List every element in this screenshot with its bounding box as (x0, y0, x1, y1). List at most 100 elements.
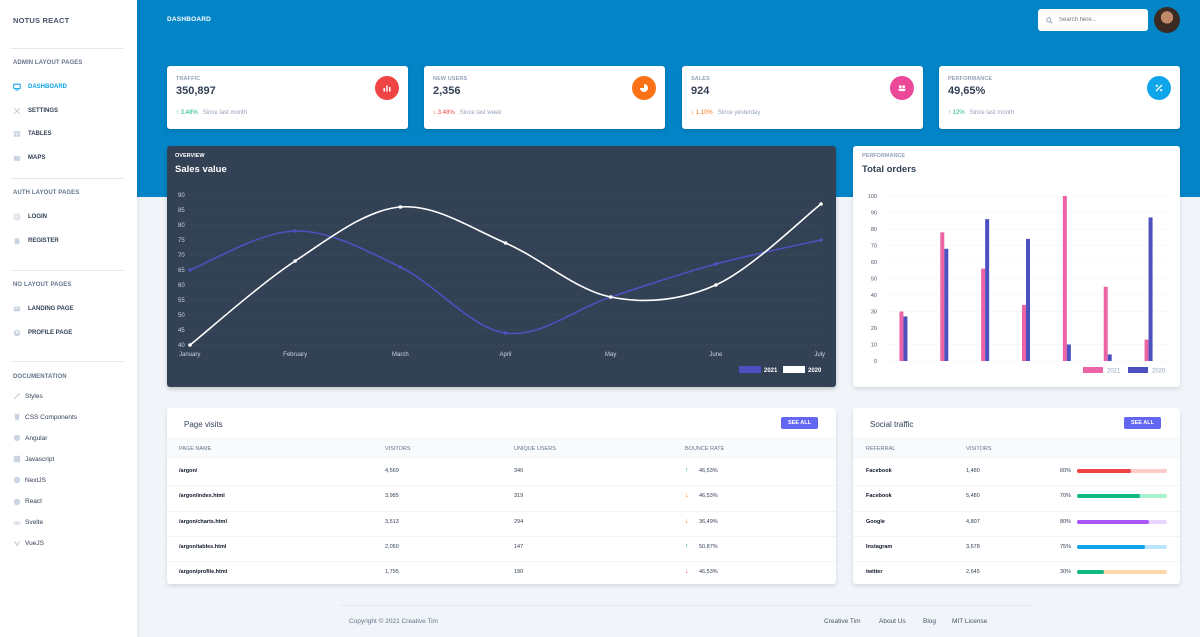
stat-change: ↓ 1.10% (691, 110, 713, 116)
stat-card-new-users: NEW USERS 2,356 ↓ 3.48% Since last week (424, 66, 665, 129)
sidebar-item-label: SETTINGS (28, 107, 59, 114)
sidebar-item-label: LANDING PAGE (28, 306, 74, 312)
sidebar-item-label: PROFILE PAGE (28, 329, 73, 336)
arrow-down-icon: ↓ (691, 110, 696, 116)
sidebar-item-landing-page[interactable]: LANDING PAGE (13, 303, 74, 315)
sidebar-item-register[interactable]: REGISTER (13, 235, 59, 247)
sidebar-item-maps[interactable]: MAPS (13, 152, 45, 164)
sidebar-item-css-components[interactable]: CSS Components (13, 411, 77, 423)
stat-change-value: 3.48% (437, 110, 455, 116)
section-heading-auth: AUTH LAYOUT PAGES (13, 190, 80, 196)
bounce-rate-value: 50,87% (699, 543, 718, 550)
x-tick-label: May (605, 352, 616, 358)
sidebar-item-angular[interactable]: Angular (13, 432, 47, 444)
chart-pie-icon (632, 76, 656, 100)
legend-swatch (739, 366, 761, 373)
page-name[interactable]: /argon/index.html (179, 493, 225, 500)
row-divider (167, 535, 836, 537)
bar-2021 (1022, 304, 1026, 361)
see-all-button[interactable]: SEE ALL (780, 417, 818, 429)
stat-card-performance: PERFORMANCE 49,65% ↑ 12% Since last month (939, 66, 1180, 129)
unique-users-value: 319 (514, 493, 524, 500)
sidebar-item-react[interactable]: React (13, 496, 42, 508)
bounce-rate-value: 46,53% (699, 493, 718, 500)
section-heading-admin: ADMIN LAYOUT PAGES (13, 60, 83, 66)
search-input[interactable] (1059, 17, 1139, 23)
percent-icon (1147, 76, 1171, 100)
bounce-rate-value: 46,53% (699, 569, 718, 576)
bounce-rate-value: 36,49% (699, 518, 718, 525)
stat-value: 924 (691, 85, 710, 97)
legend-label: 2021 (1107, 369, 1121, 375)
stat-footer: ↓ 3.48% Since last week (433, 110, 501, 116)
visitors-value: 1,480 (966, 468, 980, 474)
stat-since: Since last month (202, 110, 248, 116)
x-tick-label: June (709, 352, 723, 358)
section-heading-docs: DOCUMENTATION (13, 374, 67, 380)
arrow-down-icon: ↓ (685, 568, 689, 576)
referral-name[interactable]: twitter (866, 569, 883, 576)
divider (11, 270, 124, 271)
arrow-up-icon: ↑ (948, 110, 953, 116)
page-name[interactable]: /argon/charts.html (179, 518, 227, 525)
stat-change-value: 3.48% (180, 110, 198, 116)
column-header: BOUNCE RATE (685, 446, 725, 452)
bar-2021 (981, 268, 986, 361)
table-header (853, 438, 1180, 458)
sidebar-item-profile-page[interactable]: PROFILE PAGE (13, 327, 72, 339)
sidebar-item-label: TABLES (28, 131, 52, 137)
referral-name[interactable]: Facebook (866, 493, 892, 500)
page-title[interactable]: DASHBOARD (167, 16, 212, 23)
row-divider (853, 510, 1180, 512)
users-icon (890, 76, 914, 100)
page-name[interactable]: /argon/ (179, 468, 198, 474)
stat-label: SALES (691, 76, 710, 82)
visitors-value: 1,795 (385, 569, 399, 576)
sidebar-item-styles[interactable]: Styles (13, 390, 43, 402)
see-all-button[interactable]: SEE ALL (1123, 417, 1161, 429)
sidebar-item-label: Svelte (25, 519, 44, 527)
section-heading-nolayout: NO LAYOUT PAGES (13, 282, 72, 288)
card-title: Sales value (175, 164, 227, 175)
referral-name[interactable]: Facebook (866, 468, 892, 474)
unique-users-value: 190 (514, 569, 524, 576)
sidebar-item-login[interactable]: LOGIN (13, 211, 47, 223)
stat-footer: ↑ 3.48% Since last month (176, 110, 247, 116)
sidebar-item-javascript[interactable]: Javascript (13, 453, 54, 465)
brand-logo[interactable]: NOTUS REACT (13, 16, 70, 25)
sidebar-item-vuejs[interactable]: VueJS (13, 538, 44, 550)
referral-name[interactable]: Google (866, 518, 885, 525)
paint-brush-icon (13, 392, 21, 400)
column-header: VISITORS (385, 446, 411, 452)
fingerprint-icon (13, 213, 21, 221)
y-tick-label: 30 (871, 310, 877, 316)
sidebar-item-nextjs[interactable]: NextJS (13, 474, 46, 486)
referral-name[interactable]: Instagram (866, 543, 893, 550)
sidebar-item-tables[interactable]: TABLES (13, 128, 52, 140)
user-avatar[interactable] (1154, 7, 1180, 33)
sidebar-item-settings[interactable]: SETTINGS (13, 105, 58, 117)
footer-link-creative-tim[interactable]: Creative Tim (824, 618, 861, 625)
footer-divider (341, 605, 1034, 606)
page-name[interactable]: /argon/profile.html (179, 569, 228, 576)
js-icon (13, 456, 21, 463)
newspaper-icon (13, 306, 21, 312)
sidebar-item-label: VueJS (25, 540, 44, 548)
footer-link-mit-license[interactable]: MIT License (952, 618, 988, 625)
percent-value: 80% (1060, 518, 1072, 525)
page-name[interactable]: /argon/tables.html (179, 543, 227, 550)
sidebar-item-svelte[interactable]: Svelte (13, 517, 43, 529)
stat-card-sales: SALES 924 ↓ 1.10% Since yesterday (682, 66, 923, 129)
footer-link-about-us[interactable]: About Us (879, 618, 906, 625)
percent-value: 60% (1060, 468, 1072, 474)
stat-value: 2,356 (433, 85, 461, 97)
sidebar-item-label: NextJS (25, 476, 46, 484)
data-point (188, 343, 192, 347)
footer-link-blog[interactable]: Blog (923, 618, 937, 625)
sidebar-item-dashboard[interactable]: DASHBOARD (13, 81, 67, 93)
bar-2020 (903, 316, 908, 361)
bar-2021 (1103, 286, 1108, 361)
y-tick-label: 40 (871, 293, 877, 299)
sidebar-item-label: React (25, 498, 42, 505)
search-box[interactable] (1038, 9, 1148, 31)
